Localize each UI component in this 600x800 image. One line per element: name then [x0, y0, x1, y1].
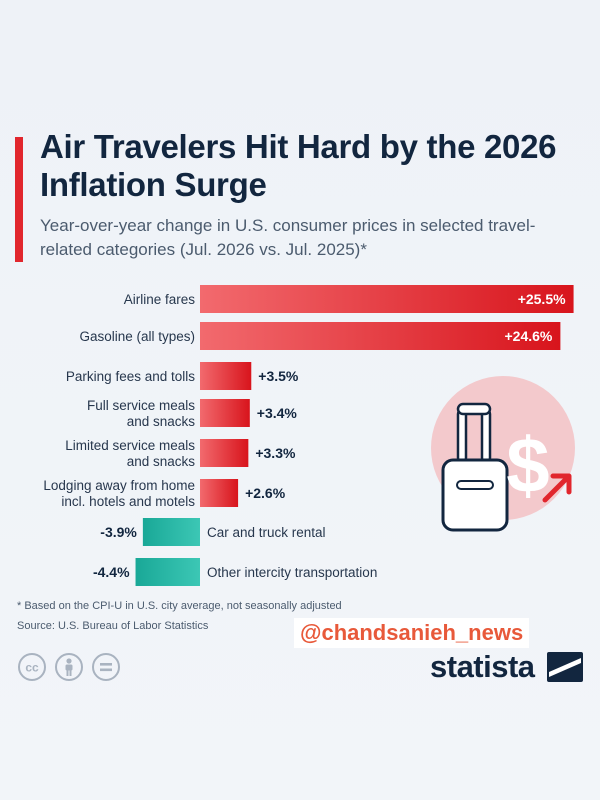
bar-0: [200, 285, 574, 313]
value-label-0: +25.5%: [518, 291, 566, 307]
suitcase-icon: [441, 402, 509, 532]
source-note: Source: U.S. Bureau of Labor Statistics: [17, 620, 209, 632]
title-accent-bar: [15, 137, 23, 262]
dollar-icon: $: [506, 421, 549, 509]
value-label-5: +2.6%: [245, 485, 286, 501]
category-label-1: Gasoline (all types): [79, 329, 195, 344]
value-label-7: -4.4%: [93, 564, 130, 580]
chart-title: Air Travelers Hit Hard by the 2026 Infla…: [40, 128, 557, 203]
statista-wordmark[interactable]: statista: [430, 649, 535, 684]
bar-5: [200, 479, 239, 507]
category-label-0: Airline fares: [124, 292, 196, 307]
category-label-3: Full service meals and snacks: [87, 398, 195, 429]
watermark: @chandsanieh_news: [294, 618, 530, 648]
value-label-4: +3.3%: [255, 445, 296, 461]
bar-2: [200, 362, 252, 390]
value-label-3: +3.4%: [257, 405, 298, 421]
bar-7: [135, 558, 200, 586]
value-label-6: -3.9%: [100, 524, 137, 540]
travel-illustration: $: [431, 376, 575, 532]
bar-4: [200, 439, 249, 467]
cc-icon[interactable]: cc: [17, 652, 47, 682]
person-icon[interactable]: [54, 652, 84, 682]
svg-text:cc: cc: [25, 661, 39, 675]
category-label-6: Car and truck rental: [207, 525, 326, 540]
bars-layer: +25.5% Airline fares +24.6% Gasoline (all t…: [43, 285, 574, 586]
category-label-5: Lodging away from home incl. hotels and m…: [43, 478, 195, 509]
equals-icon[interactable]: [91, 652, 121, 682]
value-label-2: +3.5%: [258, 368, 299, 384]
category-label-4: Limited service meals and snacks: [65, 438, 195, 469]
bar-1: [200, 322, 561, 350]
category-label-7: Other intercity transportation: [207, 565, 377, 580]
chart-subtitle: Year-over-year change in U.S. consumer p…: [40, 216, 536, 259]
footnote: * Based on the CPI-U in U.S. city averag…: [17, 600, 342, 612]
value-label-1: +24.6%: [505, 328, 553, 344]
statista-logo-icon[interactable]: [547, 652, 583, 682]
bar-3: [200, 399, 250, 427]
category-label-2: Parking fees and tolls: [66, 369, 195, 384]
arrow-up-right-icon: [542, 473, 572, 503]
bar-6: [142, 518, 200, 546]
